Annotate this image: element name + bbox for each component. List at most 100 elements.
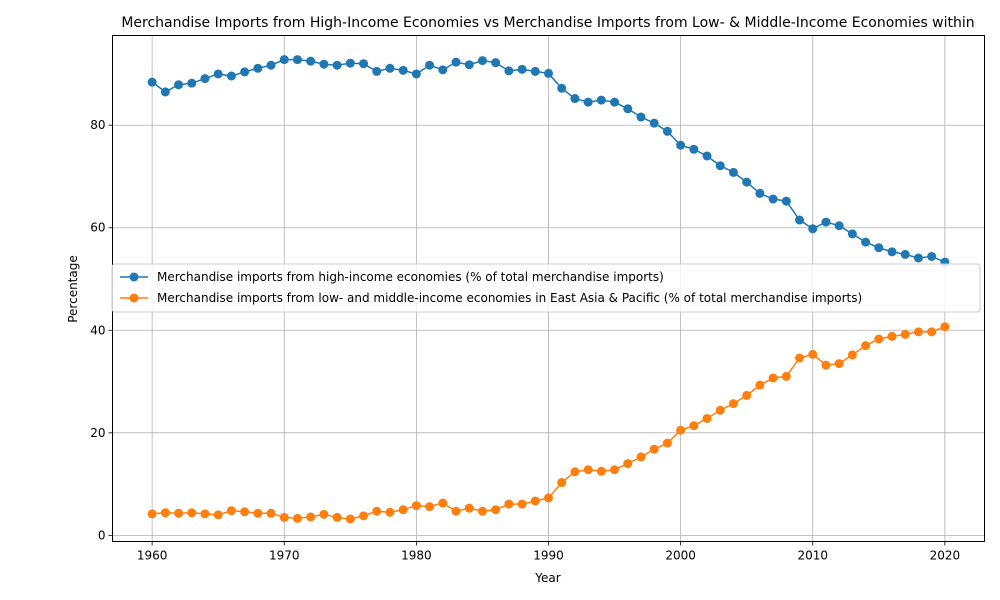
data-point	[728, 399, 738, 409]
data-point	[755, 188, 765, 198]
data-point	[174, 80, 184, 90]
series-1	[147, 322, 950, 524]
data-point	[570, 467, 580, 477]
data-point	[411, 501, 421, 511]
data-point	[425, 60, 435, 70]
data-point	[411, 69, 421, 79]
x-tick-label: 1980	[401, 549, 432, 563]
data-point	[795, 353, 805, 363]
data-point	[359, 59, 369, 69]
data-point	[927, 327, 937, 337]
data-point	[636, 112, 646, 122]
data-point	[160, 508, 170, 518]
data-point	[689, 421, 699, 431]
data-point	[160, 87, 170, 97]
data-point	[861, 237, 871, 247]
data-point	[874, 334, 884, 344]
legend: Merchandise imports from high-income eco…	[111, 263, 981, 313]
data-point	[504, 66, 514, 76]
data-point	[781, 371, 791, 381]
legend-marker-high-income	[129, 272, 139, 282]
data-point	[451, 506, 461, 516]
data-point	[728, 167, 738, 177]
data-point	[676, 140, 686, 150]
data-point	[464, 503, 474, 513]
data-point	[544, 68, 553, 78]
data-point	[900, 329, 910, 339]
data-point	[332, 60, 342, 70]
data-point	[306, 512, 316, 522]
data-point	[610, 97, 620, 107]
data-point	[847, 229, 857, 239]
data-point	[359, 511, 369, 521]
data-point	[623, 459, 633, 469]
data-point	[240, 67, 250, 77]
x-tick-label: 1990	[533, 549, 564, 563]
data-point	[398, 505, 408, 515]
y-tick-label: 0	[98, 528, 106, 542]
x-tick-label: 1970	[269, 549, 300, 563]
data-point	[213, 69, 223, 79]
data-point	[319, 509, 329, 519]
data-point	[491, 505, 501, 515]
x-axis-title: Year	[534, 571, 560, 585]
data-point	[451, 57, 461, 67]
data-point	[610, 465, 620, 475]
data-point	[887, 247, 897, 257]
data-point	[596, 95, 606, 105]
data-point	[530, 66, 540, 76]
data-point	[887, 331, 897, 341]
data-point	[636, 452, 646, 462]
legend-label-high-income: Merchandise imports from high-income eco…	[157, 270, 664, 284]
data-point	[676, 425, 686, 435]
data-point	[213, 510, 223, 520]
data-point	[187, 78, 197, 88]
data-point	[689, 144, 699, 154]
x-tick-label: 1960	[137, 549, 168, 563]
data-point	[372, 66, 382, 76]
data-point	[279, 55, 289, 65]
data-point	[345, 514, 355, 524]
data-point	[768, 194, 778, 204]
data-point	[292, 513, 302, 523]
data-point	[200, 74, 210, 84]
data-point	[768, 373, 778, 383]
data-point	[240, 507, 250, 517]
data-point	[755, 380, 765, 390]
data-point	[385, 63, 395, 73]
data-point	[913, 327, 923, 337]
data-point	[226, 506, 236, 516]
data-point	[319, 59, 329, 69]
data-point	[517, 64, 527, 74]
y-tick-label: 20	[90, 426, 105, 440]
data-point	[425, 502, 435, 512]
x-tick-label: 2020	[930, 549, 961, 563]
data-point	[821, 360, 831, 370]
y-tick-label: 40	[90, 323, 105, 337]
data-point	[821, 217, 831, 227]
data-point	[834, 221, 844, 231]
data-point	[583, 97, 593, 107]
data-point	[345, 58, 355, 68]
data-point	[570, 94, 580, 104]
series-layer	[147, 55, 950, 524]
data-point	[583, 465, 593, 475]
legend-marker-east-asia	[129, 293, 139, 303]
data-point	[557, 478, 567, 488]
chart-title: Merchandise Imports from High-Income Eco…	[121, 15, 974, 31]
data-point	[742, 390, 752, 400]
data-point	[517, 499, 527, 509]
data-point	[147, 77, 157, 87]
data-point	[715, 161, 725, 171]
y-axis-title: Percentage	[66, 255, 80, 323]
data-point	[834, 359, 844, 369]
data-point	[781, 196, 791, 206]
data-point	[913, 253, 923, 263]
series-0	[147, 55, 950, 267]
data-point	[187, 508, 197, 518]
data-point	[874, 243, 884, 253]
data-point	[385, 507, 395, 517]
data-point	[742, 177, 752, 187]
data-point	[940, 322, 950, 332]
data-point	[200, 509, 210, 519]
